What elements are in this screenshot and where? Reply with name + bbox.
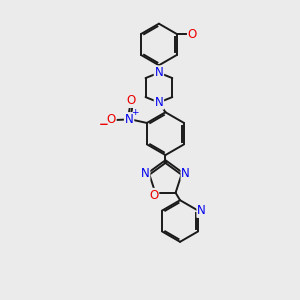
- Text: N: N: [181, 167, 190, 180]
- Text: N: N: [125, 113, 134, 126]
- Text: N: N: [197, 204, 206, 217]
- Text: N: N: [154, 96, 163, 109]
- Text: O: O: [149, 189, 158, 202]
- Text: −: −: [98, 118, 108, 131]
- Text: N: N: [141, 167, 150, 180]
- Text: O: O: [188, 28, 197, 40]
- Text: O: O: [127, 94, 136, 107]
- Text: +: +: [131, 108, 139, 117]
- Text: O: O: [106, 113, 116, 127]
- Text: N: N: [154, 66, 163, 79]
